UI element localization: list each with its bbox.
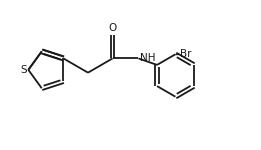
- Text: Br: Br: [180, 49, 192, 59]
- Text: O: O: [109, 23, 117, 33]
- Text: NH: NH: [140, 53, 155, 63]
- Text: S: S: [20, 65, 27, 75]
